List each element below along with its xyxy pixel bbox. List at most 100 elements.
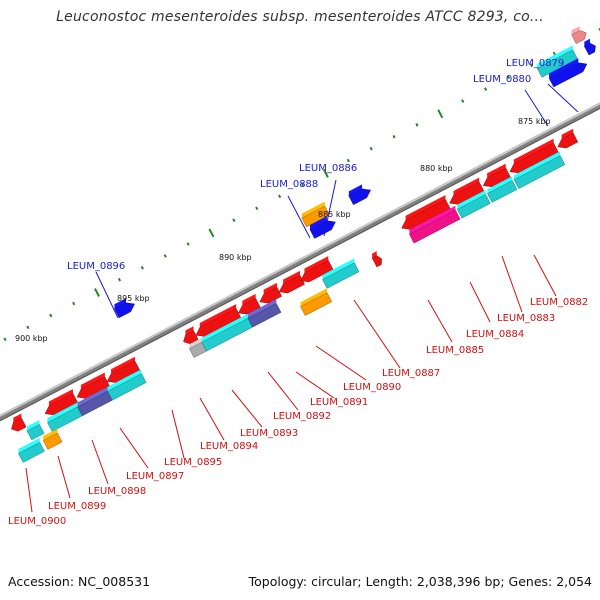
gene-top <box>199 304 237 328</box>
gene-box <box>114 302 135 319</box>
kbp-label: 895 kbp <box>117 294 150 303</box>
gene-box <box>548 62 588 88</box>
gene-top <box>372 251 377 259</box>
gene-top <box>114 298 126 309</box>
accession-text: Accession: NC_008531 <box>8 574 151 589</box>
backbone-highlight <box>0 102 600 417</box>
callout-line <box>469 281 491 323</box>
gene-top <box>283 270 300 285</box>
gene-box <box>348 188 371 206</box>
gene-label: LEUM_0896 <box>67 261 125 272</box>
gene-top <box>80 372 105 390</box>
gene-label: LEUM_0887 <box>382 368 440 379</box>
gene-label: LEUM_0900 <box>8 516 66 527</box>
gene-top <box>561 128 574 140</box>
scale-tick <box>49 313 53 318</box>
gene-top <box>549 58 579 79</box>
gene-top <box>300 288 328 307</box>
gene-box <box>278 274 305 294</box>
backbone-shadow <box>0 107 600 422</box>
gene-label: LEUM_0895 <box>164 457 222 468</box>
gene-top <box>453 177 480 196</box>
callout-line <box>353 299 401 369</box>
callout-line <box>91 439 109 485</box>
gene-box <box>557 132 579 149</box>
scale-tick <box>346 158 350 163</box>
callout-line <box>57 455 71 499</box>
gene-label: LEUM_0897 <box>126 471 184 482</box>
kbp-label: 875 kbp <box>518 117 551 126</box>
gene-label: LEUM_0894 <box>200 441 258 452</box>
gene-box <box>513 155 566 189</box>
gene-label: LEUM_0898 <box>88 486 146 497</box>
gene-box <box>26 424 45 441</box>
gene-box <box>449 181 485 205</box>
kbp-label: 890 kbp <box>219 253 252 262</box>
callout-line <box>119 427 149 469</box>
gene-features <box>11 26 596 463</box>
gene-box <box>195 308 242 337</box>
gene-box <box>583 42 596 56</box>
gene-top <box>304 256 329 273</box>
gene-top <box>457 190 486 210</box>
scale-tick <box>278 194 282 199</box>
gene-label: LEUM_0885 <box>426 345 484 356</box>
scale-tick <box>506 75 511 79</box>
scale-tick <box>392 134 396 139</box>
scale-tick <box>186 242 190 246</box>
gene-top <box>111 356 135 374</box>
kbp-label: 885 kbp <box>318 210 351 219</box>
scale-tick <box>255 206 259 211</box>
kbp-label: 880 kbp <box>420 164 453 173</box>
gene-label: LEUM_0892 <box>273 411 331 422</box>
callout-line <box>547 83 579 113</box>
gene-top <box>263 282 277 295</box>
gene-box <box>322 262 360 289</box>
gene-box <box>300 292 333 316</box>
gene-label: LEUM_0879 <box>506 58 564 69</box>
scale-tick <box>26 325 30 330</box>
gene-label: LEUM_0888 <box>260 179 318 190</box>
gene-top <box>487 176 513 194</box>
gene-top <box>309 216 327 230</box>
scale-tick <box>117 277 122 282</box>
gene-top <box>13 413 22 423</box>
scale-tick <box>322 168 329 178</box>
gene-top <box>584 38 591 47</box>
gene-top <box>107 369 142 392</box>
gene-top <box>571 26 580 35</box>
callout-line <box>287 195 311 239</box>
gene-box <box>571 30 587 44</box>
gene-box <box>42 432 63 450</box>
gene-box <box>482 167 511 188</box>
gene-top <box>514 151 561 180</box>
scale-tick <box>140 266 144 270</box>
gene-label: LEUM_0883 <box>497 313 555 324</box>
gene-box <box>259 286 282 304</box>
gene-box <box>456 194 491 219</box>
gene-top <box>537 45 573 69</box>
callout-line <box>427 299 453 343</box>
scale-tick <box>232 218 236 222</box>
gene-label: LEUM_0899 <box>48 501 106 512</box>
gene-top <box>487 163 506 178</box>
gene-label: LEUM_0886 <box>299 163 357 174</box>
scale-tick <box>415 123 419 127</box>
gene-top <box>185 326 194 335</box>
callout-line <box>199 397 225 441</box>
scale-tick <box>72 301 76 306</box>
gene-box <box>309 220 336 239</box>
gene-box <box>247 303 282 328</box>
callout-line <box>323 179 337 237</box>
callout-line <box>267 371 299 411</box>
scale-tick <box>300 182 305 187</box>
gene-top <box>405 195 446 221</box>
callout-line <box>501 255 523 313</box>
gene-label: LEUM_0880 <box>473 74 531 85</box>
gene-top <box>47 402 78 423</box>
topology-text: Topology: circular; Length: 2,038,396 bp… <box>248 574 592 589</box>
scale-tick <box>94 288 100 297</box>
gene-top <box>48 389 73 406</box>
gene-box <box>371 255 382 268</box>
